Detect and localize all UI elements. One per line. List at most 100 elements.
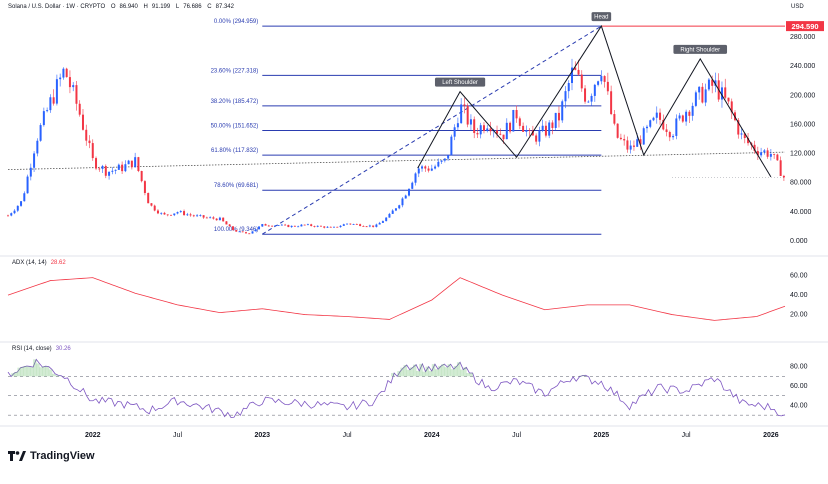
time-axis-tick: 2023 (255, 432, 271, 439)
fib-trend-line (262, 25, 602, 235)
candle-body (81, 114, 84, 130)
candle-body (114, 169, 117, 171)
rsi-overbought-fill (403, 364, 408, 377)
candle-body (447, 155, 450, 159)
rsi-overbought-fill (29, 367, 34, 377)
candle-body (117, 164, 120, 170)
candle-body (469, 119, 472, 125)
time-axis-tick: 2024 (424, 432, 440, 439)
candle-body (258, 226, 261, 230)
price-axis-tick: 80.000 (790, 180, 812, 187)
candle-body (277, 225, 280, 227)
candle-body (538, 130, 541, 142)
rsi-overbought-fill (582, 375, 586, 377)
price-axis-tick: 200.000 (790, 92, 815, 99)
candle-body (616, 123, 619, 138)
candle-body (434, 166, 437, 169)
candle-body (554, 112, 557, 128)
rsi-value: 30.26 (55, 346, 71, 352)
candle-body (111, 170, 114, 172)
candle-body (694, 92, 697, 106)
candle-body (561, 101, 564, 121)
candle-body (68, 77, 71, 88)
candle-body (313, 225, 316, 227)
candle-body (261, 224, 264, 227)
candle-body (98, 168, 101, 170)
candle-body (222, 217, 225, 222)
candle-body (551, 122, 554, 128)
candle-body (427, 168, 430, 171)
annotation-box (673, 44, 728, 54)
currency-label: USD (791, 4, 804, 10)
symbol-label[interactable]: Solana / U.S. Dollar · 1W · CRYPTO (8, 4, 106, 10)
candle-body (632, 145, 635, 147)
candle-body (685, 111, 688, 122)
rsi-overbought-fill (460, 369, 464, 377)
candle-body (130, 160, 133, 168)
candle-body (26, 176, 29, 194)
ohlc-high-label: H (143, 4, 148, 10)
rsi-overbought-fill (39, 367, 43, 377)
candle-body (362, 225, 365, 227)
candle-body (336, 226, 339, 228)
candle-body (104, 166, 107, 176)
tradingview-logo[interactable]: TradingView (8, 450, 95, 462)
candle-body (642, 128, 645, 145)
candle-body (740, 133, 743, 135)
rsi-overbought-fill (444, 367, 448, 377)
candle-body (156, 210, 159, 214)
fib-level-label: 61.80% (117.832) (211, 148, 258, 154)
candle-body (297, 226, 300, 228)
candle-body (385, 217, 388, 222)
rsi-overbought-fill (406, 369, 411, 377)
candle-body (678, 115, 681, 119)
candle-body (33, 153, 36, 168)
candle-body (290, 225, 293, 228)
candle-body (512, 109, 515, 132)
candle-body (202, 215, 205, 218)
candle-body (421, 166, 424, 169)
rsi-axis-tick: 60.00 (790, 383, 808, 390)
candle-body (231, 226, 234, 231)
candle-body (564, 91, 567, 102)
candle-body (375, 224, 378, 227)
rsi-overbought-fill (434, 369, 439, 377)
candle-body (13, 210, 16, 214)
candle-body (450, 136, 453, 156)
candle-body (39, 125, 42, 141)
candle-body (238, 231, 241, 233)
candle-body (398, 205, 401, 209)
candle-body (316, 225, 319, 227)
candle-body (333, 226, 336, 228)
rsi-overbought-fill (397, 371, 401, 377)
candle-body (199, 215, 202, 216)
candle-body (466, 105, 469, 125)
candle-body (254, 229, 257, 232)
candle-body (228, 224, 231, 227)
adx-title[interactable]: ADX (14, 14) 28.62 (12, 260, 66, 266)
candle-body (183, 211, 186, 215)
candle-body (215, 218, 218, 221)
rsi-overbought-fill (456, 362, 461, 377)
rsi-overbought-fill (579, 375, 583, 377)
adx-axis-tick: 40.00 (790, 292, 808, 299)
candle-body (349, 223, 352, 225)
annotation-box (434, 77, 486, 87)
adx-axis-tick: 20.00 (790, 312, 808, 319)
candle-body (502, 134, 505, 140)
candle-body (88, 140, 91, 144)
candle-body (613, 114, 616, 124)
candle-body (463, 104, 466, 106)
candle-body (518, 118, 521, 126)
candle-body (52, 97, 55, 104)
candle-body (225, 221, 228, 225)
rsi-overbought-fill (466, 372, 470, 377)
rsi-title[interactable]: RSI (14, close) 30.26 (12, 346, 71, 352)
candle-body (124, 164, 127, 172)
rsi-title-text: RSI (14, close) (12, 346, 52, 352)
candle-body (163, 212, 166, 215)
candle-body (166, 214, 169, 216)
annotation-label: Right Shoulder (680, 47, 720, 53)
candle-body (417, 168, 420, 174)
